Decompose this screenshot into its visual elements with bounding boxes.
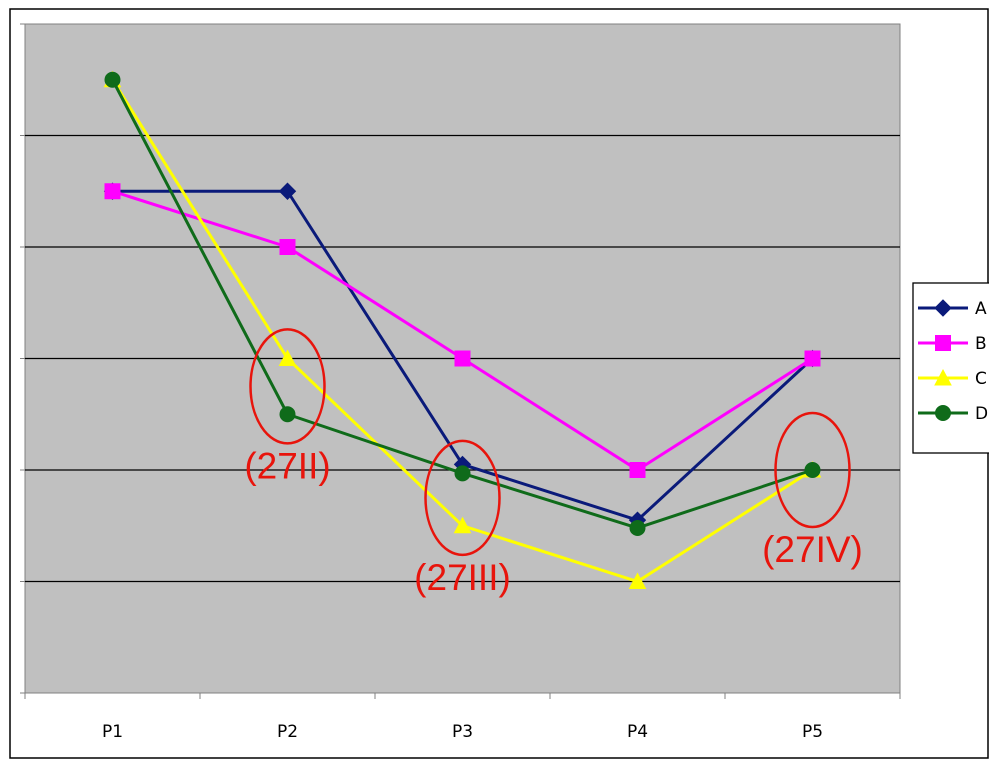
legend-marker: [935, 405, 951, 421]
series-b: [104, 183, 821, 478]
legend-item-b: B: [918, 334, 987, 354]
legend-marker: [934, 368, 952, 386]
legend-marker: [934, 299, 952, 317]
legend-label: D: [975, 404, 988, 424]
legend-item-d: D: [918, 404, 988, 424]
x-tick-label: P1: [102, 722, 123, 742]
annotation-label: (27II): [244, 445, 330, 486]
legend-label: A: [975, 299, 987, 319]
legend-item-a: A: [918, 299, 987, 319]
series-d: [104, 71, 821, 536]
data-point-b: [804, 350, 821, 367]
data-point-c: [453, 516, 472, 534]
data-point-a: [278, 182, 297, 200]
x-tick-label: P3: [452, 722, 473, 742]
legend-item-c: C: [918, 368, 987, 389]
data-point-d: [454, 465, 471, 482]
data-point-c: [278, 349, 297, 366]
data-point-d: [104, 71, 121, 88]
x-axis: P1 P2 P3 P4 P5: [24, 693, 901, 742]
annotation-label: (27IV): [762, 529, 863, 570]
data-point-b: [629, 462, 646, 478]
data-point-b: [279, 239, 296, 255]
legend-label: C: [975, 369, 987, 389]
data-point-d: [804, 462, 821, 478]
legend-marker: [935, 335, 951, 351]
x-tick-label: P5: [802, 722, 823, 742]
data-point-d: [279, 406, 296, 423]
data-point-d: [629, 519, 646, 536]
annotation-ellipse: [249, 328, 326, 445]
x-tick-label: P2: [277, 722, 298, 742]
legend-box: [912, 282, 989, 454]
data-point-c: [628, 572, 647, 589]
data-point-b: [454, 350, 471, 367]
series-layer: [103, 70, 822, 589]
annotation-layer: (27II) (27III) (27IV): [244, 328, 863, 598]
data-point-b: [104, 183, 121, 200]
legend-label: B: [975, 334, 987, 354]
annotation-label: (27III): [414, 557, 511, 598]
annotation-ellipse: [774, 411, 851, 529]
x-tick-label: P4: [627, 722, 648, 742]
annotation-ellipse: [424, 439, 501, 557]
